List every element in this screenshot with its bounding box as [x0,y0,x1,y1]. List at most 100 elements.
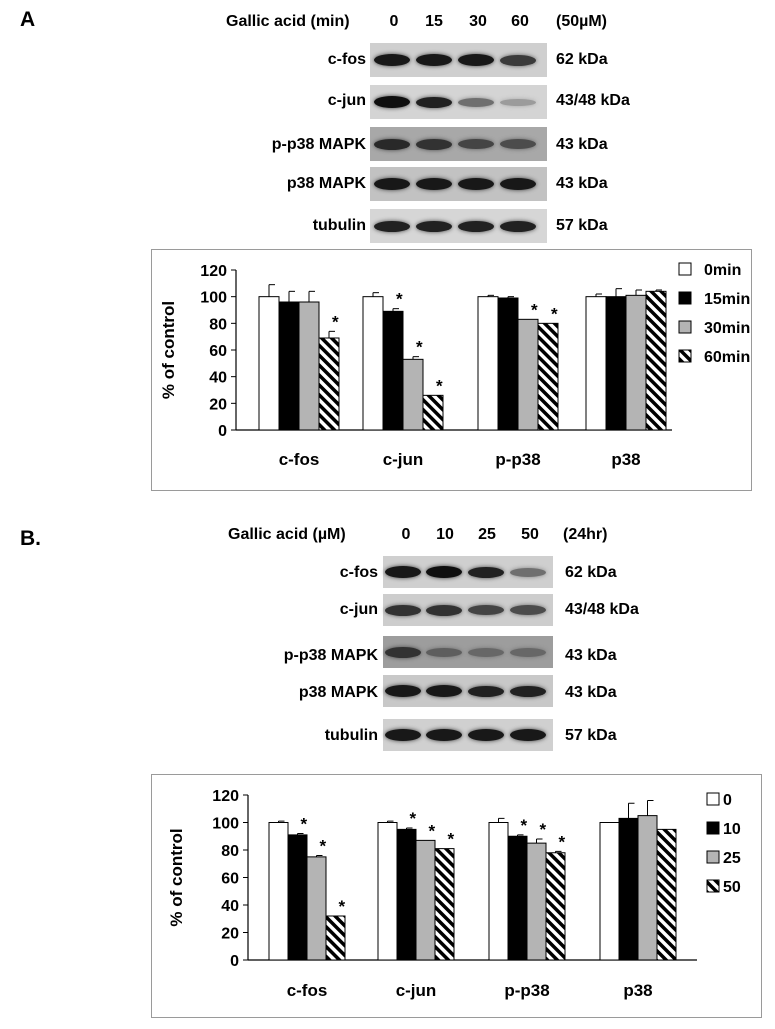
bar [517,318,539,431]
blot-band [374,178,410,190]
blot-band [416,96,452,108]
bar [258,296,280,431]
blot-band [426,729,462,741]
significance-marker: * [301,815,308,834]
x-category-label: p38 [611,450,640,469]
blot-band [468,685,504,697]
x-category-label: c-jun [383,450,424,469]
blot-band [458,97,494,107]
blot-band [500,54,536,66]
blot-kda: 57 kDa [565,727,617,744]
blot-kda: 43/48 kDa [556,92,630,109]
legend-swatch [706,792,720,806]
blot-label: c-fos [327,51,366,68]
significance-marker: * [396,290,403,309]
blot-strip [370,167,547,201]
y-tick-label: 80 [221,843,239,860]
blot-band [468,729,504,741]
blot-band [374,96,410,108]
panel-b-chart-frame: 0 20 40 60 80 100 120% of control * * * c-fos * * * c-… [151,774,762,1018]
significance-marker: * [332,312,339,331]
legend-label: 60min [704,349,750,366]
bar [318,337,340,431]
blot-kda: 62 kDa [565,564,617,581]
bar [396,828,417,961]
blot-band [510,567,546,577]
blot-strip [383,556,553,588]
bar [605,296,627,431]
blot-band [500,178,536,190]
blot-kda: 43 kDa [556,136,608,153]
blot-band [468,605,504,615]
blot-strip [383,675,553,707]
bar [325,915,346,961]
significance-marker: * [540,820,547,839]
blot-band [426,647,462,657]
bar [618,817,639,961]
panel-b-duration-note: (24hr) [563,526,608,543]
panel-b-label: B. [20,527,41,550]
blot-strip [370,209,547,243]
legend-swatch [706,821,720,835]
bar [415,839,436,961]
legend-label: 50 [723,879,741,896]
blot-band [374,54,410,66]
bar [526,842,547,961]
blot-kda: 43 kDa [565,647,617,664]
bar [545,852,566,961]
bar [637,815,658,961]
blot-label: p38 MAPK [298,684,378,701]
y-tick-label: 120 [212,788,239,805]
blot-band [468,566,504,578]
blot-band [468,647,504,657]
blot-band [385,729,421,741]
bar [287,834,308,961]
blot-kda: 57 kDa [556,217,608,234]
blot-strip [370,85,547,119]
blot-band [510,605,546,615]
bar [645,290,667,431]
blot-band [385,566,421,578]
panel-b-column-50: 50 [521,526,539,543]
blot-strip [383,636,553,668]
bar [306,856,327,961]
y-tick-label: 40 [209,370,227,387]
bar [497,297,519,431]
legend-swatch [678,262,692,276]
blot-band [374,138,410,150]
bar [507,835,528,961]
blot-label: tubulin [324,727,378,744]
blot-band [458,220,494,232]
legend-swatch [678,291,692,305]
blot-label: tubulin [312,217,366,234]
significance-marker: * [521,816,528,835]
x-category-label: c-fos [287,981,328,1000]
panel-a-column-30: 30 [469,13,487,30]
y-tick-label: 40 [221,898,239,915]
panel-a-dose-note: (50µM) [556,13,607,30]
blot-band [458,54,494,66]
blot-label: c-jun [327,92,366,109]
significance-marker: * [410,809,417,828]
y-tick-label: 100 [200,290,227,307]
panel-a-column-15: 15 [425,13,443,30]
x-category-label: p-p38 [504,981,549,1000]
blot-band [426,566,462,578]
bar [434,848,455,961]
blot-label: p38 MAPK [286,175,366,192]
panel-a-treatment-header: Gallic acid (min) [226,13,350,30]
legend-swatch [678,320,692,334]
blot-band [385,646,421,658]
blot-label: p-p38 MAPK [283,647,378,664]
blot-kda: 62 kDa [556,51,608,68]
panel-b-column-10: 10 [436,526,454,543]
blot-band [374,220,410,232]
y-tick-label: 120 [200,263,227,280]
blot-label: c-fos [339,564,378,581]
blot-band [426,604,462,616]
legend-label: 30min [704,320,750,337]
x-category-label: p-p38 [495,450,540,469]
bar [298,301,320,431]
significance-marker: * [429,821,436,840]
legend-label: 10 [723,821,741,838]
